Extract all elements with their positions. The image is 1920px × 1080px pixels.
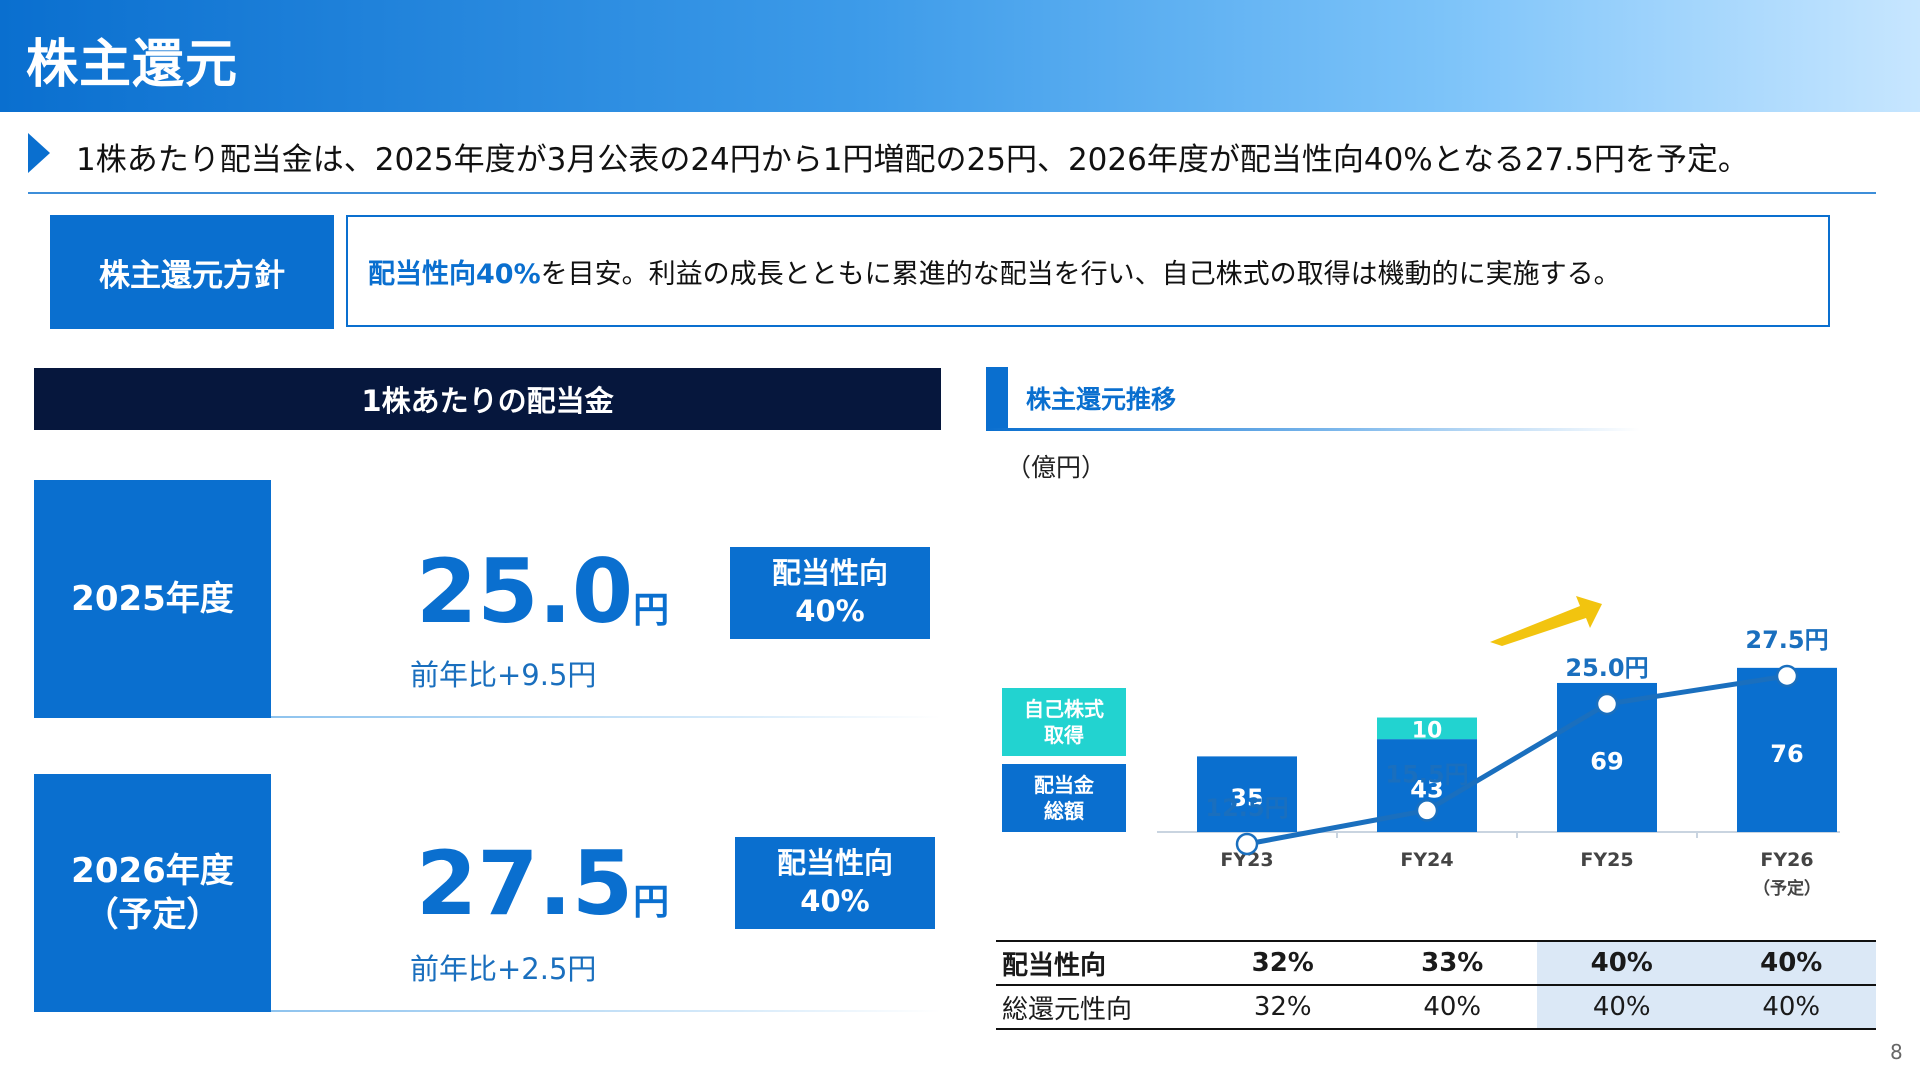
x-tick-label: FY24 [1400, 849, 1453, 871]
legend-buyback-line2: 取得 [1044, 723, 1084, 747]
yoy-2026: 前年比+2.5円 [410, 952, 597, 986]
table-row: 総還元性向 32% 40% 40% 40% [996, 985, 1876, 1030]
dps-line [1246, 673, 1788, 847]
policy-label: 株主還元方針 [50, 215, 334, 329]
row-label: 総還元性向 [996, 985, 1198, 1030]
legend-dividend: 配当金 総額 [1002, 764, 1126, 832]
x-tick-label: FY26 [1760, 849, 1813, 871]
payout-value: 40% [800, 884, 870, 918]
summary-text: 1株あたり配当金は、2025年度が3月公表の24円から1円増配の25円、2026… [76, 142, 1749, 178]
row-divider [271, 1010, 941, 1012]
policy-text: を目安。利益の成長とともに累進的な配当を行い、自己株式の取得は機動的に実施する。 [540, 258, 1621, 290]
payout-label: 配当性向 [776, 846, 893, 881]
bar-dividend [1737, 667, 1837, 832]
payout-label: 配当性向 [771, 556, 888, 591]
dps-unit: 円 [633, 590, 670, 631]
bar-dividend [1197, 756, 1297, 832]
payout-box-2026: 配当性向 40% [735, 837, 935, 929]
dps-label: 25.0円 [1565, 654, 1648, 682]
header-bar [0, 0, 1920, 112]
x-tick-label: FY25 [1580, 849, 1633, 871]
dps-point [1595, 692, 1619, 716]
row-divider [271, 716, 941, 718]
payout-box-2025: 配当性向 40% [730, 547, 930, 639]
bar-value-label: 76 [1770, 740, 1803, 768]
table-cell: 40% [1706, 940, 1876, 986]
table-cell: 32% [1198, 985, 1368, 1030]
chart-unit-label: （億円） [1006, 453, 1107, 482]
table-cell: 40% [1367, 985, 1537, 1030]
page-title: 株主還元 [26, 35, 239, 95]
dps-value-2026: 27.5円 [416, 840, 669, 928]
growth-arrow-icon [1490, 596, 1602, 646]
dps-value-2025: 25.0円 [416, 548, 669, 636]
dps-value: 27.5 [416, 832, 634, 935]
dps-banner: 1株あたりの配当金 [34, 368, 941, 430]
legend-dividend-line1: 配当金 [1034, 773, 1094, 797]
page-number: 8 [1890, 1040, 1903, 1064]
payout-value: 40% [795, 594, 865, 628]
summary-divider [28, 192, 1876, 194]
table-cell: 33% [1367, 940, 1537, 986]
table-cell: 40% [1706, 985, 1876, 1030]
dps-label: 27.5円 [1745, 626, 1828, 654]
summary-marker-icon [28, 133, 50, 173]
bar-value-label: 69 [1590, 747, 1623, 775]
dps-point [1415, 799, 1439, 822]
year-note: （予定） [84, 895, 221, 935]
year-label: 2026年度 [71, 850, 234, 891]
table-cell: 40% [1537, 985, 1707, 1030]
row-label: 配当性向 [996, 940, 1198, 986]
year-box-2026: 2026年度 （予定） [34, 774, 271, 1012]
table-cell: 40% [1537, 940, 1707, 986]
yoy-2025: 前年比+9.5円 [410, 658, 597, 692]
dps-label: 15.5円 [1385, 760, 1468, 788]
table-cell: 32% [1198, 940, 1368, 986]
dps-unit: 円 [633, 882, 670, 923]
x-tick-note: （予定） [1753, 878, 1821, 899]
bar-value-label: 35 [1230, 784, 1263, 812]
policy-highlight: 配当性向40% [368, 258, 541, 290]
dps-point [1235, 832, 1259, 856]
dps-label: 12.5円 [1205, 794, 1288, 822]
bar-value-label: 43 [1410, 776, 1443, 804]
year-box-2025: 2025年度 [34, 480, 271, 718]
legend-buyback-line1: 自己株式 [1024, 697, 1104, 721]
shareholder-return-chart: 35 FY23 43 10 FY24 69 FY25 76 FY26 （予定） 12.5円 15.5円… [1157, 596, 1840, 899]
year-label: 2025年度 [71, 578, 234, 619]
table-row: 配当性向 32% 33% 40% 40% [996, 940, 1876, 986]
bar-buyback [1377, 717, 1477, 740]
legend-dividend-line2: 総額 [1044, 799, 1084, 823]
bar-value-label: 10 [1412, 718, 1443, 743]
legend-buyback: 自己株式 取得 [1002, 688, 1126, 756]
trend-accent-bar [986, 367, 1008, 429]
ratio-table: 配当性向 32% 33% 40% 40% 総還元性向 32% 40% 40% 4… [996, 940, 1876, 1030]
trend-title: 株主還元推移 [1026, 385, 1177, 414]
dps-point [1775, 664, 1799, 688]
trend-underline [986, 428, 1640, 431]
x-tick-label: FY23 [1220, 849, 1273, 871]
policy-statement: 配当性向40% を目安。利益の成長とともに累進的な配当を行い、自己株式の取得は機動… [346, 215, 1830, 327]
dps-value: 25.0 [416, 540, 634, 643]
